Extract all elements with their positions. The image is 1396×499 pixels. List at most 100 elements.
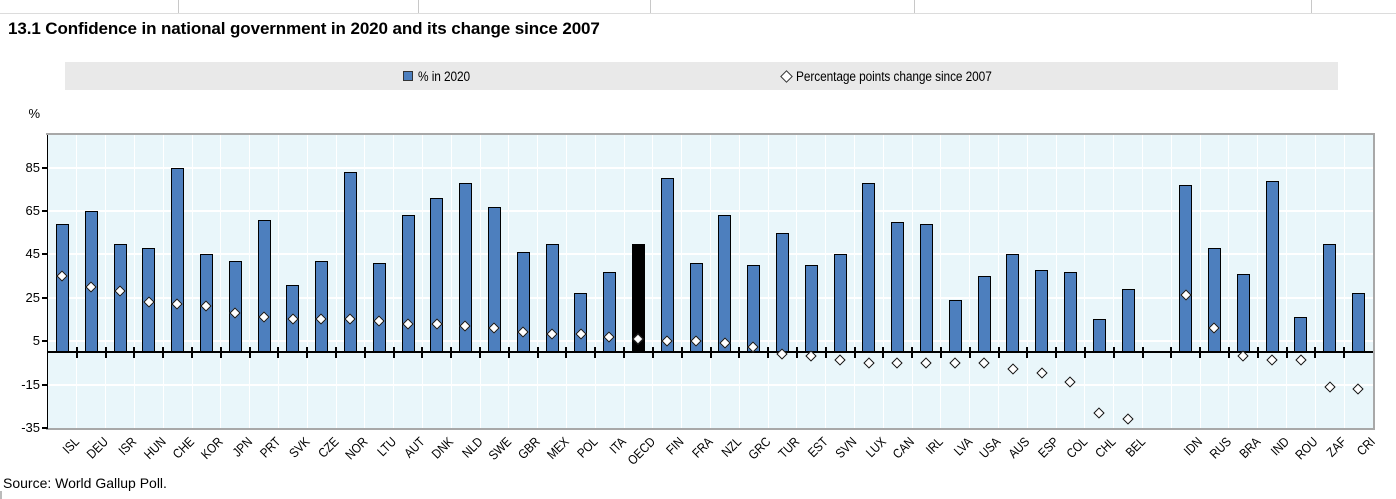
category-tick [795, 347, 798, 359]
x-label-text: FRA [689, 434, 716, 461]
v-gridline [508, 135, 510, 428]
bar-POL [574, 293, 588, 353]
figure-title: 13.1 Confidence in national government i… [8, 19, 600, 38]
y-tick-65 [42, 209, 48, 212]
category-tick [335, 347, 338, 359]
v-gridline [1228, 135, 1230, 428]
bar-ZAF [1323, 243, 1337, 353]
category-tick [651, 347, 654, 359]
x-label-CAN: CAN [887, 434, 917, 464]
category-tick [939, 347, 942, 359]
x-label-text: LVA [950, 434, 975, 459]
v-gridline [1142, 135, 1144, 428]
bar-NOR [343, 171, 357, 353]
x-label-ROU: ROU [1290, 434, 1320, 465]
x-label-text: NLD [458, 434, 486, 461]
category-tick [75, 347, 78, 359]
v-gridline [537, 135, 539, 428]
v-gridline [1170, 135, 1172, 428]
x-label-text: ESP [1034, 434, 1062, 461]
v-gridline [1199, 135, 1201, 428]
bar-RUS [1208, 247, 1222, 353]
x-label-CZE: CZE [312, 434, 342, 463]
category-tick [1170, 347, 1173, 359]
bar-series-marker-icon [403, 71, 413, 81]
category-tick [1199, 347, 1202, 359]
y-tick--15 [42, 383, 48, 386]
category-tick [507, 347, 510, 359]
category-tick [1055, 347, 1058, 359]
x-label-text: ISR [115, 434, 140, 458]
x-label-text: DEU [83, 434, 111, 462]
v-gridline [220, 135, 222, 428]
x-label-AUS: AUS [1003, 434, 1033, 464]
category-tick [997, 347, 1000, 359]
x-axis-labels: ISL DEU ISR HUN CHE KOR JPN PRT SVK CZE NOR LTU AUT D… [48, 431, 1378, 481]
v-gridline [1055, 135, 1057, 428]
category-tick [738, 347, 741, 359]
category-tick [824, 347, 827, 359]
category-tick [1343, 347, 1346, 359]
x-label-OECD: OECD [621, 434, 658, 471]
category-tick [1227, 347, 1230, 359]
y-axis-labels: 85 65 45 25 5 -15 -35 [2, 135, 40, 435]
bar-LUX [862, 182, 876, 353]
bar-CRI [1352, 293, 1366, 353]
x-label-BEL: BEL [1120, 434, 1148, 462]
x-label-BRA: BRA [1233, 434, 1263, 464]
x-label-GRC: GRC [742, 434, 773, 465]
x-label-SVK: SVK [283, 434, 313, 463]
y-tick--35 [42, 427, 48, 429]
x-label-text: CHL [1092, 434, 1119, 461]
v-gridline [796, 135, 798, 428]
plot-border-right [1373, 133, 1375, 430]
category-tick [306, 347, 309, 359]
x-label-text: PRT [257, 434, 284, 461]
category-tick [623, 347, 626, 359]
v-gridline [623, 135, 625, 428]
x-label-GBR: GBR [512, 434, 543, 465]
y-tick-5 [42, 340, 48, 343]
v-gridline [825, 135, 827, 428]
v-gridline [681, 135, 683, 428]
x-label-ZAF: ZAF [1321, 434, 1350, 462]
x-label-text: AUT [401, 434, 428, 461]
x-label-RUS: RUS [1204, 434, 1234, 464]
bar-FIN [660, 178, 674, 353]
bar-ISR [113, 243, 127, 353]
x-label-text: MEX [543, 434, 572, 462]
bar-GRC [747, 265, 761, 353]
v-gridline [854, 135, 856, 428]
bar-COL [1064, 271, 1078, 353]
category-tick [133, 347, 136, 359]
x-label-IDN: IDN [1179, 434, 1205, 460]
x-label-NOR: NOR [339, 434, 370, 465]
x-label-MEX: MEX [541, 434, 572, 465]
x-label-CHE: CHE [167, 434, 197, 464]
category-tick [479, 347, 482, 359]
x-label-text: KOR [198, 434, 227, 462]
table-remnant-vline [1311, 0, 1312, 13]
x-label-USA: USA [974, 434, 1004, 464]
category-tick [1083, 347, 1086, 359]
category-tick [1256, 347, 1259, 359]
category-tick [882, 347, 885, 359]
v-gridline [767, 135, 769, 428]
v-gridline [133, 135, 135, 428]
category-tick [248, 347, 251, 359]
x-label-DNK: DNK [426, 434, 456, 464]
y-label-65: 65 [25, 202, 40, 218]
category-tick [162, 347, 165, 359]
x-label-text: NOR [341, 434, 371, 463]
bar-CHL [1092, 319, 1106, 353]
v-gridline [969, 135, 971, 428]
category-tick [911, 347, 914, 359]
v-gridline [594, 135, 596, 428]
chart-legend: % in 2020 Percentage points change since… [65, 62, 1338, 90]
x-label-FIN: FIN [661, 434, 686, 459]
x-label-text: IDN [1181, 434, 1206, 459]
x-label-text: CRI [1353, 434, 1379, 459]
x-label-NLD: NLD [456, 434, 486, 463]
bar-ROU [1294, 317, 1308, 353]
plot-area [42, 133, 1375, 430]
